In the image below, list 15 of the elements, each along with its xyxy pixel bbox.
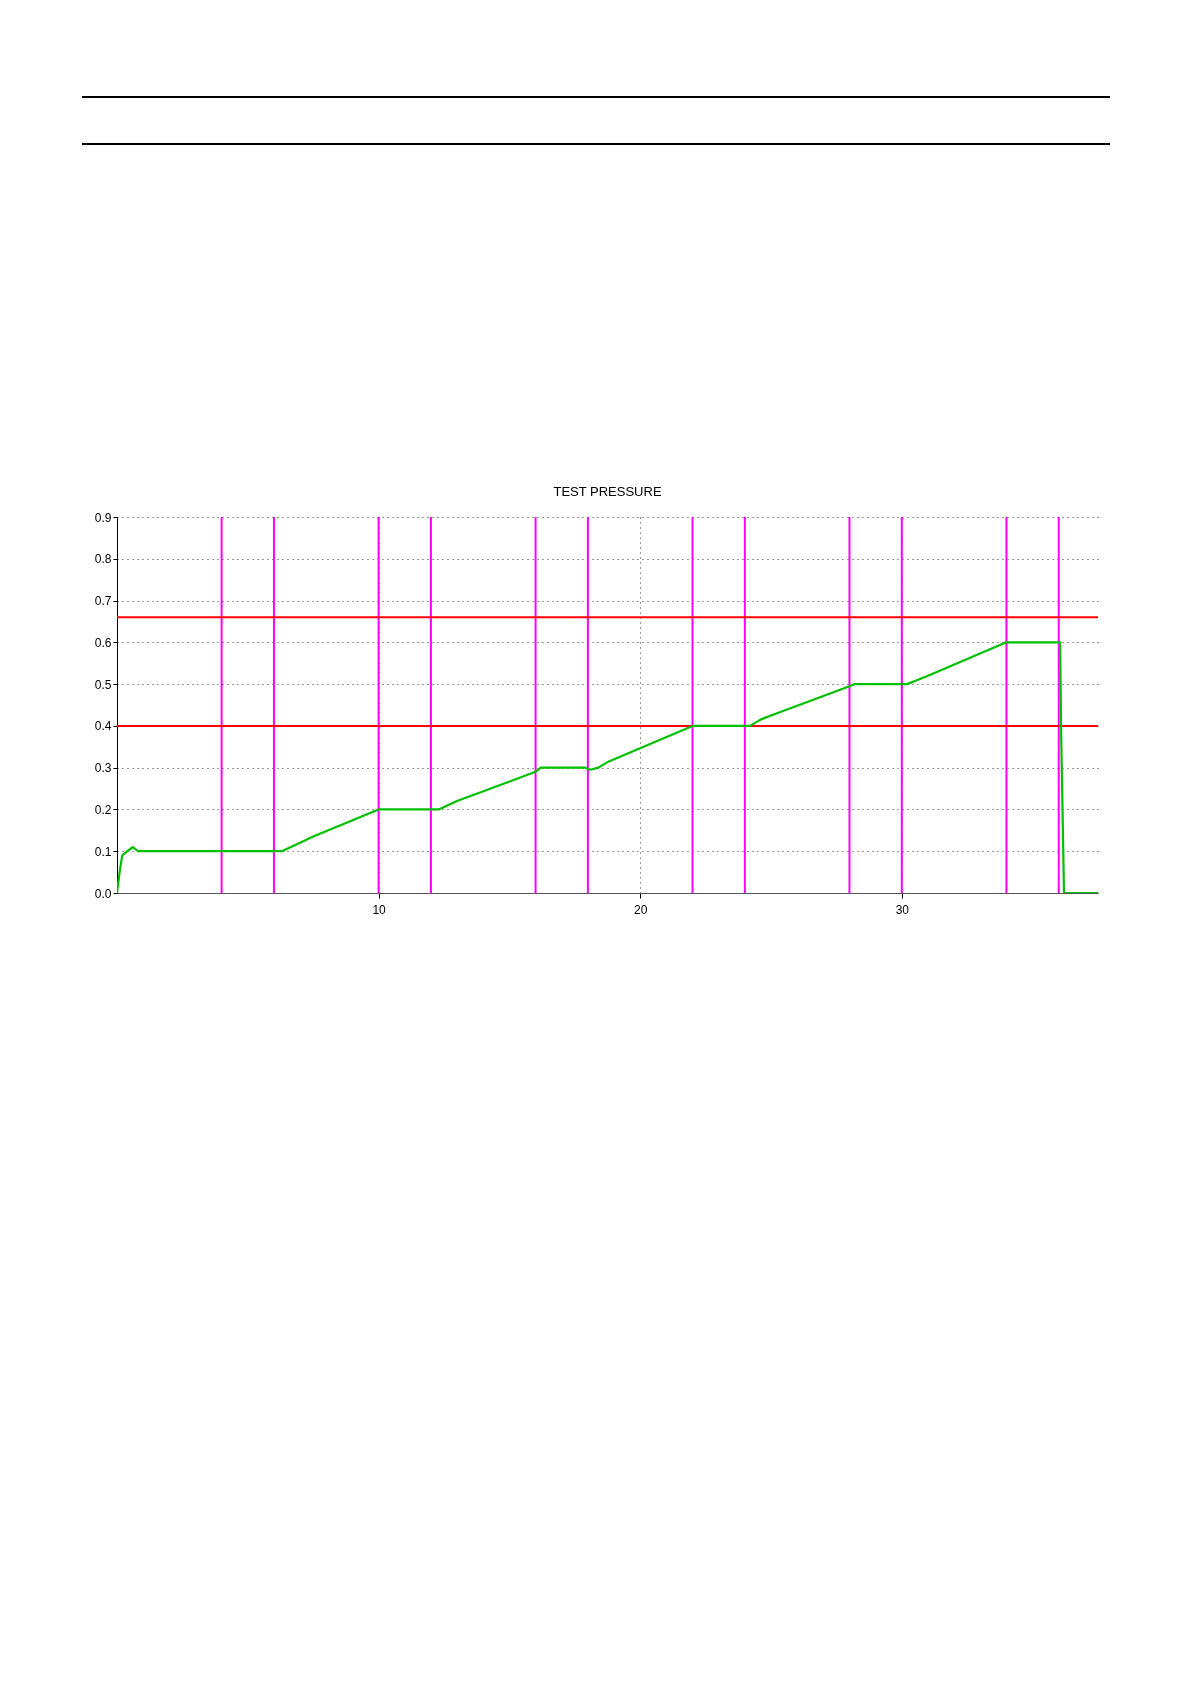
- y-tick-label: 0.0: [94, 886, 112, 901]
- y-tick-label: 0.2: [94, 802, 112, 817]
- y-tick-label: 0.8: [94, 552, 112, 567]
- y-tick-label: 0.9: [94, 510, 112, 525]
- y-tick-label: 0.7: [94, 594, 112, 609]
- y-tick-label: 0.3: [94, 761, 112, 776]
- x-tick-label: 30: [895, 902, 910, 917]
- chart-title: TEST PRESSURE: [553, 484, 662, 499]
- y-tick-label: 0.4: [94, 719, 112, 734]
- line-series: [117, 641, 1098, 893]
- y-tick-label: 0.1: [94, 844, 112, 859]
- x-tick-label: 20: [634, 902, 648, 917]
- x-tick-label: 10: [372, 902, 387, 917]
- y-tick-label: 0.5: [94, 677, 112, 692]
- y-tick-label: 0.6: [94, 635, 112, 650]
